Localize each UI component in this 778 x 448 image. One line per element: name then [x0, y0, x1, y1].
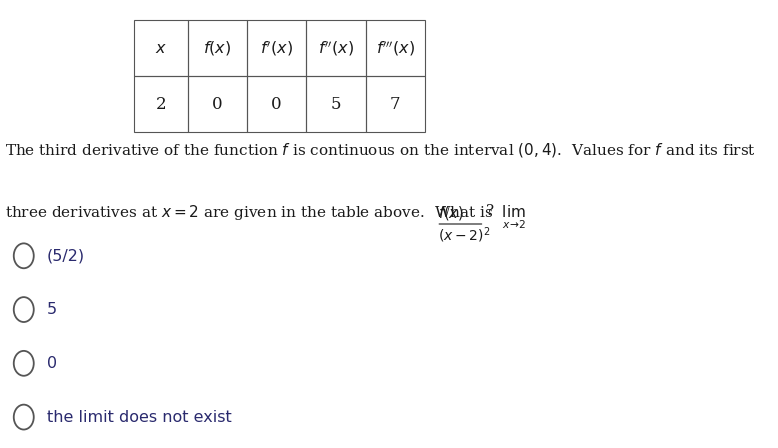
- Text: $(x - 2)^2$: $(x - 2)^2$: [437, 225, 490, 245]
- Text: $f^{\prime\prime}(x)$: $f^{\prime\prime}(x)$: [318, 39, 354, 58]
- Text: 5: 5: [47, 302, 57, 317]
- Text: three derivatives at $x = 2$ are given in the table above.  What is  $\lim_{x \t: three derivatives at $x = 2$ are given i…: [5, 204, 526, 231]
- Text: ?: ?: [486, 203, 495, 218]
- Text: $f(x)$: $f(x)$: [437, 204, 464, 222]
- Text: 7: 7: [390, 96, 401, 112]
- Text: 0: 0: [47, 356, 57, 371]
- Text: $f(x)$: $f(x)$: [203, 39, 231, 57]
- Text: the limit does not exist: the limit does not exist: [47, 409, 232, 425]
- Text: 0: 0: [212, 96, 223, 112]
- Text: 0: 0: [272, 96, 282, 112]
- Text: The third derivative of the function $f$ is continuous on the interval $(0, 4)$.: The third derivative of the function $f$…: [5, 141, 756, 159]
- Text: (5/2): (5/2): [47, 248, 85, 263]
- Text: $x$: $x$: [155, 40, 167, 56]
- Text: $f^{\prime\prime\prime}(x)$: $f^{\prime\prime\prime}(x)$: [376, 39, 415, 58]
- Text: $f'(x)$: $f'(x)$: [260, 39, 293, 58]
- Text: 2: 2: [156, 96, 166, 112]
- Text: 5: 5: [331, 96, 342, 112]
